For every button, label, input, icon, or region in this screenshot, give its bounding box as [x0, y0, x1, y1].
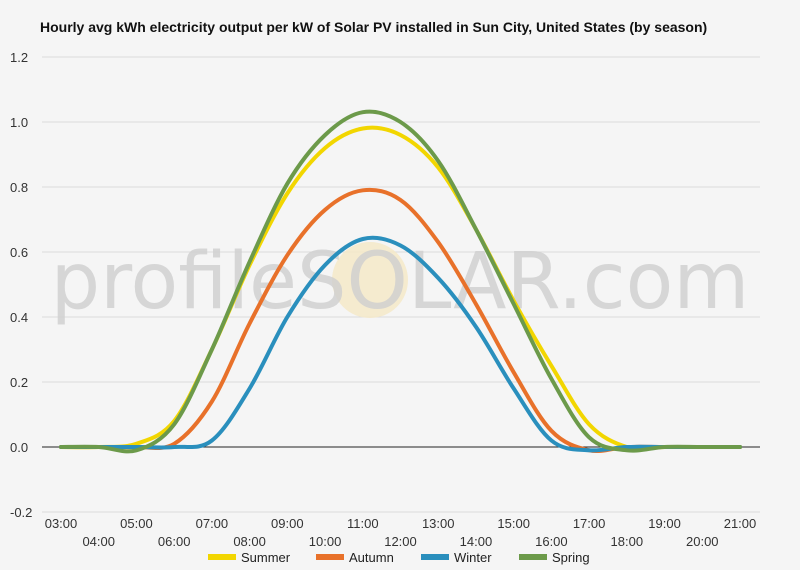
y-tick-label: 0.6: [10, 245, 28, 260]
legend-item-winter[interactable]: Winter: [421, 550, 492, 565]
legend-item-autumn[interactable]: Autumn: [316, 550, 394, 565]
legend-swatch: [519, 554, 547, 560]
x-tick-label: 13:00: [422, 516, 455, 531]
legend-swatch: [421, 554, 449, 560]
x-tick-label: 11:00: [347, 516, 379, 531]
legend-label: Spring: [552, 550, 590, 565]
x-tick-label: 08:00: [233, 534, 266, 549]
chart-title: Hourly avg kWh electricity output per kW…: [40, 19, 708, 35]
y-tick-label: 0.8: [10, 180, 28, 195]
y-tick-label: 1.2: [10, 50, 28, 65]
legend-item-spring[interactable]: Spring: [519, 550, 590, 565]
legend-label: Winter: [454, 550, 492, 565]
x-tick-label: 14:00: [460, 534, 493, 549]
legend-label: Summer: [241, 550, 291, 565]
y-axis-ticks: -0.2 0.0 0.2 0.4 0.6 0.8 1.0 1.2: [10, 50, 32, 520]
x-tick-label: 04:00: [82, 534, 115, 549]
x-tick-label: 12:00: [384, 534, 417, 549]
x-tick-label: 16:00: [535, 534, 568, 549]
x-axis-ticks: 03:00 04:00 05:00 06:00 07:00 08:00 09:00 10:00…: [45, 516, 757, 549]
legend: Summer Autumn Winter Spring: [208, 550, 590, 565]
legend-swatch: [316, 554, 344, 560]
grid: [42, 56, 760, 513]
watermark-text: profileSOLAR.com: [51, 237, 750, 327]
series-line-spring: [59, 109, 742, 454]
legend-item-summer[interactable]: Summer: [208, 550, 291, 565]
series-line-winter: [59, 235, 742, 453]
series-lines: [59, 109, 742, 454]
x-tick-label: 19:00: [648, 516, 681, 531]
x-tick-label: 15:00: [497, 516, 530, 531]
y-tick-label: 0.2: [10, 375, 28, 390]
watermark: profileSOLAR.com: [51, 237, 750, 327]
x-tick-label: 17:00: [573, 516, 606, 531]
x-tick-label: 09:00: [271, 516, 304, 531]
x-tick-label: 03:00: [45, 516, 78, 531]
legend-label: Autumn: [349, 550, 394, 565]
x-tick-label: 21:00: [724, 516, 757, 531]
x-tick-label: 20:00: [686, 534, 719, 549]
y-tick-label: 0.4: [10, 310, 28, 325]
legend-swatch: [208, 554, 236, 560]
x-tick-label: 18:00: [611, 534, 644, 549]
x-tick-label: 07:00: [196, 516, 229, 531]
x-tick-label: 06:00: [158, 534, 191, 549]
y-tick-label: 1.0: [10, 115, 28, 130]
y-tick-label: 0.0: [10, 440, 28, 455]
watermark-sun-icon: [332, 242, 408, 318]
y-tick-label: -0.2: [10, 505, 32, 520]
x-tick-label: 10:00: [309, 534, 342, 549]
x-tick-label: 05:00: [120, 516, 153, 531]
